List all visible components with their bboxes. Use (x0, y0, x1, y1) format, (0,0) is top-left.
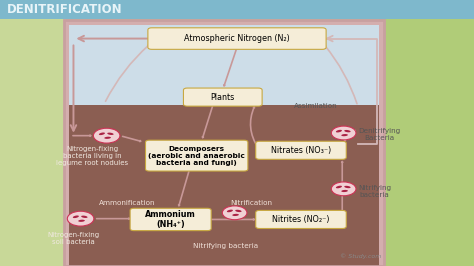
Text: Denitrifying
Bacteria: Denitrifying Bacteria (358, 128, 400, 141)
Text: Decomposers
(aerobic and anaerobic
bacteria and fungi): Decomposers (aerobic and anaerobic bacte… (148, 146, 245, 166)
Bar (64, 20, 384, 266)
Circle shape (331, 126, 356, 140)
Circle shape (331, 182, 356, 196)
Ellipse shape (336, 130, 342, 132)
Ellipse shape (336, 186, 342, 188)
Text: Nitrifying bacteria: Nitrifying bacteria (192, 243, 258, 249)
Text: Nitrifying
bacteria: Nitrifying bacteria (358, 185, 391, 198)
Bar (69, 25, 379, 106)
Text: Nitrites (NO₂⁻): Nitrites (NO₂⁻) (272, 215, 330, 224)
Ellipse shape (341, 190, 348, 192)
Ellipse shape (107, 133, 114, 135)
Text: Plants: Plants (210, 93, 235, 102)
Text: DENITRIFICATION: DENITRIFICATION (7, 3, 123, 16)
Ellipse shape (99, 132, 105, 135)
Ellipse shape (235, 210, 242, 212)
Text: Ammonium
(NH₄⁺): Ammonium (NH₄⁺) (145, 210, 196, 229)
Text: Ammonification: Ammonification (99, 201, 155, 206)
Text: Nitrification: Nitrification (230, 201, 272, 206)
Ellipse shape (344, 186, 351, 188)
Bar (64, 20, 384, 266)
Text: Nitrogen-fixing
bacteria living in
legume root nodules: Nitrogen-fixing bacteria living in legum… (56, 146, 128, 166)
Text: © Study.com: © Study.com (339, 253, 381, 259)
Bar (69, 105, 379, 266)
FancyBboxPatch shape (146, 140, 248, 171)
FancyBboxPatch shape (148, 28, 326, 49)
Text: Assimilation: Assimilation (294, 103, 337, 109)
FancyBboxPatch shape (255, 141, 346, 159)
FancyBboxPatch shape (255, 210, 346, 228)
Ellipse shape (232, 214, 239, 216)
Bar (0, 0, 474, 19)
Ellipse shape (104, 137, 111, 139)
Text: Atmospheric Nitrogen (N₂): Atmospheric Nitrogen (N₂) (184, 34, 290, 43)
Ellipse shape (341, 134, 348, 136)
Ellipse shape (78, 220, 85, 222)
Ellipse shape (227, 210, 233, 212)
Bar (379, 0, 474, 266)
Ellipse shape (73, 215, 79, 218)
Bar (0, 0, 66, 266)
Ellipse shape (344, 130, 351, 132)
Text: Nitrogen-fixing
soil bacteria: Nitrogen-fixing soil bacteria (47, 232, 100, 244)
FancyBboxPatch shape (183, 88, 262, 106)
Text: Nitrates (NO₃⁻): Nitrates (NO₃⁻) (271, 146, 331, 155)
Circle shape (67, 211, 94, 226)
FancyBboxPatch shape (130, 208, 211, 231)
Circle shape (222, 206, 247, 220)
Ellipse shape (81, 216, 88, 218)
Circle shape (93, 128, 120, 143)
